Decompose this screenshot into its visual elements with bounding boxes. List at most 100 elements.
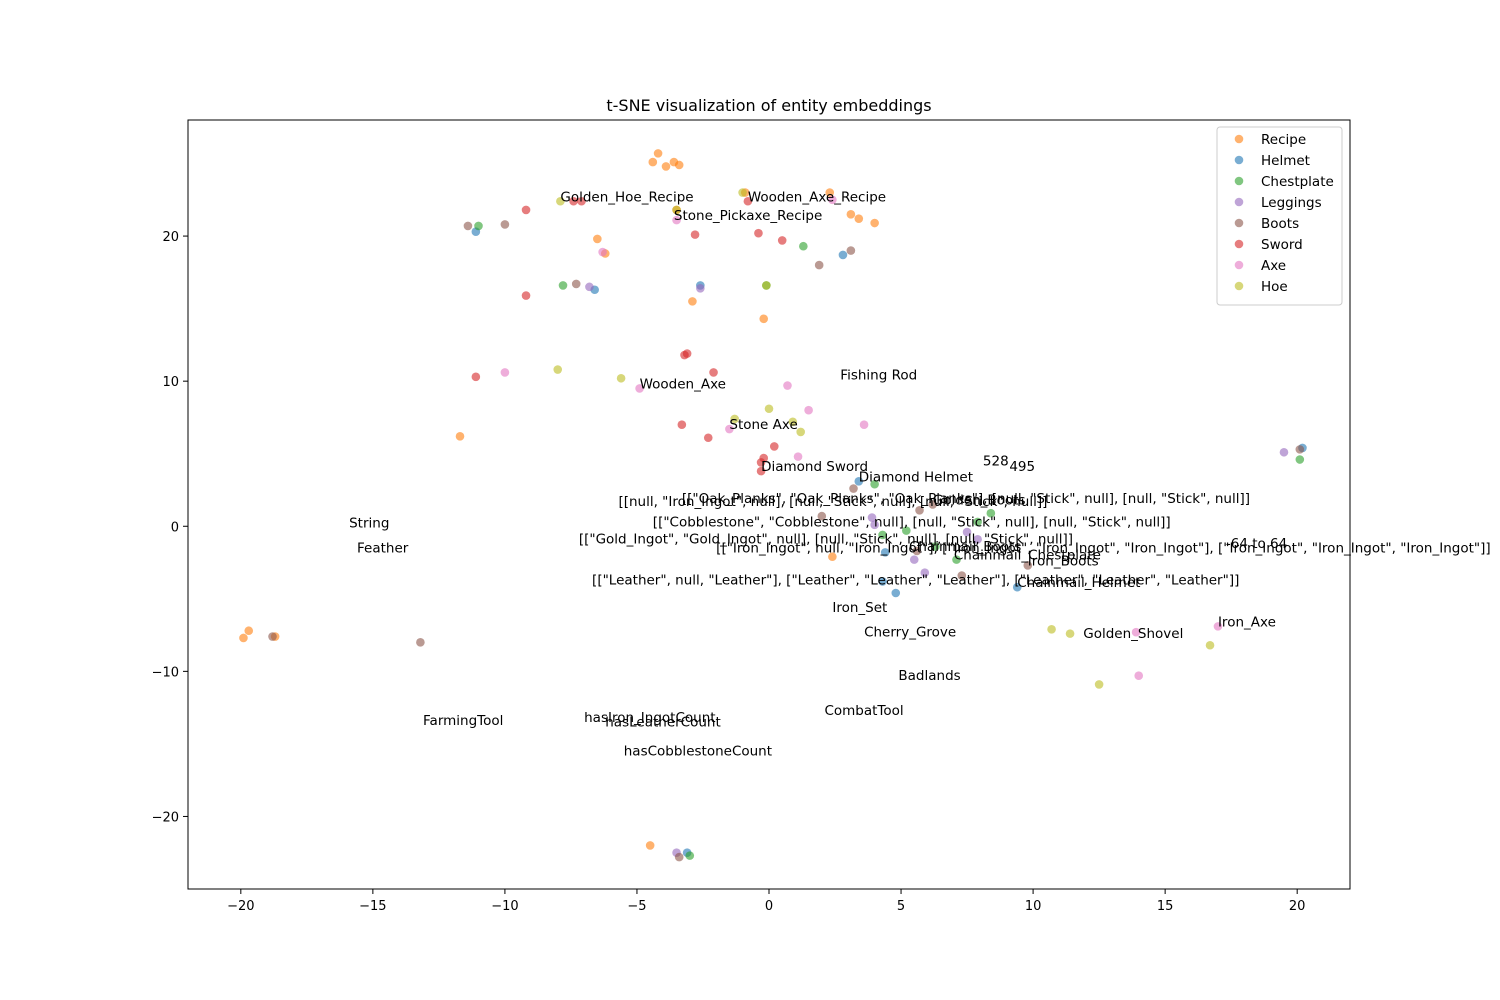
point-annotation: Fishing Rod xyxy=(840,368,917,384)
point-annotation: hasLeatherCount xyxy=(605,714,721,730)
data-point xyxy=(804,405,813,415)
legend-label: Boots xyxy=(1261,216,1299,232)
y-tick-label: −20 xyxy=(152,810,179,825)
data-point xyxy=(471,372,481,382)
data-point xyxy=(1012,582,1022,592)
point-annotation: FarmingTool xyxy=(423,713,503,729)
legend-marker xyxy=(1234,197,1244,207)
data-point xyxy=(585,282,594,292)
point-annotation: Golden_Boots xyxy=(933,493,1026,509)
data-point xyxy=(1134,671,1144,681)
data-point xyxy=(635,384,644,393)
data-point xyxy=(891,588,901,598)
series-hoe xyxy=(553,188,1215,689)
data-point xyxy=(814,260,824,270)
point-annotation: Diamond Sword xyxy=(761,459,868,475)
y-tick-label: 20 xyxy=(162,230,179,245)
point-annotation: Wooden_Axe_Recipe xyxy=(748,189,886,205)
data-point xyxy=(674,852,684,862)
data-point xyxy=(846,246,856,255)
point-annotation: Diamond Helmet xyxy=(859,469,973,485)
point-annotation: hasIron_IngotCount xyxy=(584,710,715,726)
data-point xyxy=(854,214,864,223)
x-tick-label: −10 xyxy=(491,899,518,914)
x-tick-label: 10 xyxy=(1025,899,1042,914)
data-point xyxy=(1131,627,1141,637)
data-point xyxy=(688,297,697,306)
series-chestplate xyxy=(474,221,1305,860)
point-annotation: hasCobblestoneCount xyxy=(624,744,772,760)
data-point xyxy=(661,162,671,171)
data-point xyxy=(239,633,248,643)
x-tick-label: 15 xyxy=(1157,899,1174,914)
legend: Recipe Helmet Chestplate Leggings Boots Sword… xyxy=(1216,126,1343,306)
point-annotation: [[null, "Iron_Ingot", null], [null, "Sti… xyxy=(618,494,1047,510)
legend-marker xyxy=(1234,155,1244,165)
data-point xyxy=(556,196,565,206)
y-tick-label: 10 xyxy=(162,375,179,390)
data-point xyxy=(931,542,940,551)
data-point xyxy=(1023,561,1033,570)
data-point xyxy=(703,433,713,443)
data-point xyxy=(849,484,858,493)
data-point xyxy=(799,241,808,251)
data-point xyxy=(828,195,837,205)
point-annotation: 495 xyxy=(1009,459,1035,475)
y-axis: −20 −10 0 10 20 xyxy=(152,230,188,825)
data-point xyxy=(690,230,700,239)
data-point xyxy=(672,205,681,215)
data-point xyxy=(828,552,837,562)
data-point xyxy=(854,476,864,486)
legend-marker xyxy=(1234,134,1244,144)
data-point xyxy=(870,520,879,530)
point-annotation: CombatTool xyxy=(824,703,903,719)
data-point xyxy=(521,291,531,300)
data-point xyxy=(920,568,930,577)
data-point xyxy=(672,215,681,225)
point-annotation: [["Iron_Ingot", null, "Iron_Ingot"], ["I… xyxy=(716,540,1490,556)
point-annotation: Cherry_Grove xyxy=(864,625,956,641)
data-point xyxy=(645,841,655,850)
point-annotation: Stone Axe xyxy=(729,417,797,433)
data-point xyxy=(474,221,483,231)
series-axe xyxy=(500,195,1223,681)
data-point xyxy=(598,247,607,257)
point-annotation: Golden_Shovel xyxy=(1083,626,1183,642)
data-point xyxy=(769,442,779,451)
legend-label: Axe xyxy=(1261,258,1286,274)
data-point xyxy=(825,188,835,197)
y-tick-label: −10 xyxy=(152,665,179,680)
data-point xyxy=(1065,629,1075,638)
data-point xyxy=(838,250,848,260)
data-point xyxy=(268,632,277,641)
data-point xyxy=(878,530,887,540)
data-point xyxy=(1279,447,1289,457)
data-point xyxy=(952,555,961,564)
legend-marker xyxy=(1234,239,1244,249)
data-point xyxy=(743,196,753,206)
data-point xyxy=(725,424,734,434)
x-tick-label: 5 xyxy=(897,899,905,914)
point-annotation: Iron_Axe xyxy=(1218,614,1276,630)
data-point xyxy=(986,508,996,518)
legend-label: Chestplate xyxy=(1261,174,1334,190)
point-annotation: 528 xyxy=(983,453,1009,469)
data-point xyxy=(593,234,602,244)
legend-marker xyxy=(1234,176,1244,186)
data-point xyxy=(796,427,805,437)
data-point xyxy=(1205,640,1215,650)
data-point xyxy=(867,513,877,522)
point-annotation: [["Cobblestone", "Cobblestone", null], [… xyxy=(653,514,1171,530)
legend-marker xyxy=(1234,218,1244,228)
data-point xyxy=(962,527,972,537)
data-point xyxy=(558,281,568,290)
data-point xyxy=(764,404,774,414)
point-annotation: Chainmail_Boots xyxy=(909,539,1021,555)
point-annotation: Iron_Boots xyxy=(1028,553,1099,569)
data-point xyxy=(674,160,684,170)
legend-label: Leggings xyxy=(1261,195,1322,211)
data-point xyxy=(788,417,798,427)
data-point xyxy=(244,626,254,636)
data-point xyxy=(738,188,747,197)
data-point xyxy=(571,279,581,289)
